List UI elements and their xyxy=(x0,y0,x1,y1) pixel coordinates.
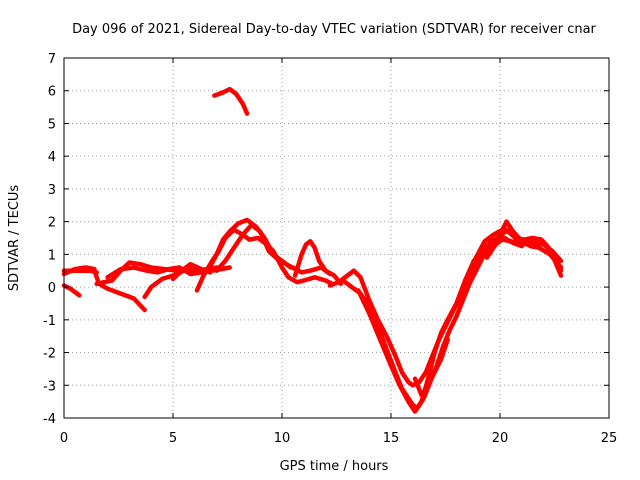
series-arc-o xyxy=(327,237,564,388)
y-tick-label: 0 xyxy=(48,281,56,296)
y-tick-label: -1 xyxy=(43,314,56,329)
series-arc-r xyxy=(465,227,564,280)
y-tick-label: 3 xyxy=(48,183,56,198)
plot-frame xyxy=(63,57,610,419)
series-arc-q xyxy=(356,227,564,414)
series-arc-b xyxy=(61,268,99,275)
data-series xyxy=(61,86,564,414)
x-axis-label: GPS time / hours xyxy=(280,459,389,474)
y-tick-label: 5 xyxy=(48,117,56,132)
x-tick-label: 0 xyxy=(60,431,68,446)
series-arc-d xyxy=(92,268,147,313)
y-tick-label: -2 xyxy=(43,347,56,362)
x-tick-label: 25 xyxy=(601,431,618,446)
series-arc-c xyxy=(61,283,82,298)
y-tick-label: -3 xyxy=(43,379,56,394)
y-tick-label: 6 xyxy=(48,85,56,100)
y-tick-label: 7 xyxy=(48,52,56,67)
y-tick-label: 4 xyxy=(48,150,56,165)
x-tick-label: 5 xyxy=(169,431,177,446)
x-tick-label: 20 xyxy=(492,431,509,446)
y-tick-label: 2 xyxy=(48,216,56,231)
y-tick-label: -4 xyxy=(43,412,56,427)
series-arc-k xyxy=(214,222,298,273)
y-axis-label: SDTVAR / TECUs xyxy=(7,185,22,292)
chart-title: Day 096 of 2021, Sidereal Day-to-day VTE… xyxy=(72,22,596,37)
y-tick-label: 1 xyxy=(48,248,56,263)
grid-lines xyxy=(64,58,609,418)
series-arc-n xyxy=(290,265,333,277)
x-tick-label: 15 xyxy=(383,431,400,446)
x-tick-label: 10 xyxy=(274,431,291,446)
series-arc-s xyxy=(412,337,450,398)
axis-ticks: 0 5 10 15 20 25 -4 -3 -2 -1 0 1 2 3 4 5 6 7 xyxy=(43,52,617,446)
series-arc-l xyxy=(212,86,250,116)
series-arc-f xyxy=(105,265,232,280)
series-arc-t xyxy=(484,235,525,260)
